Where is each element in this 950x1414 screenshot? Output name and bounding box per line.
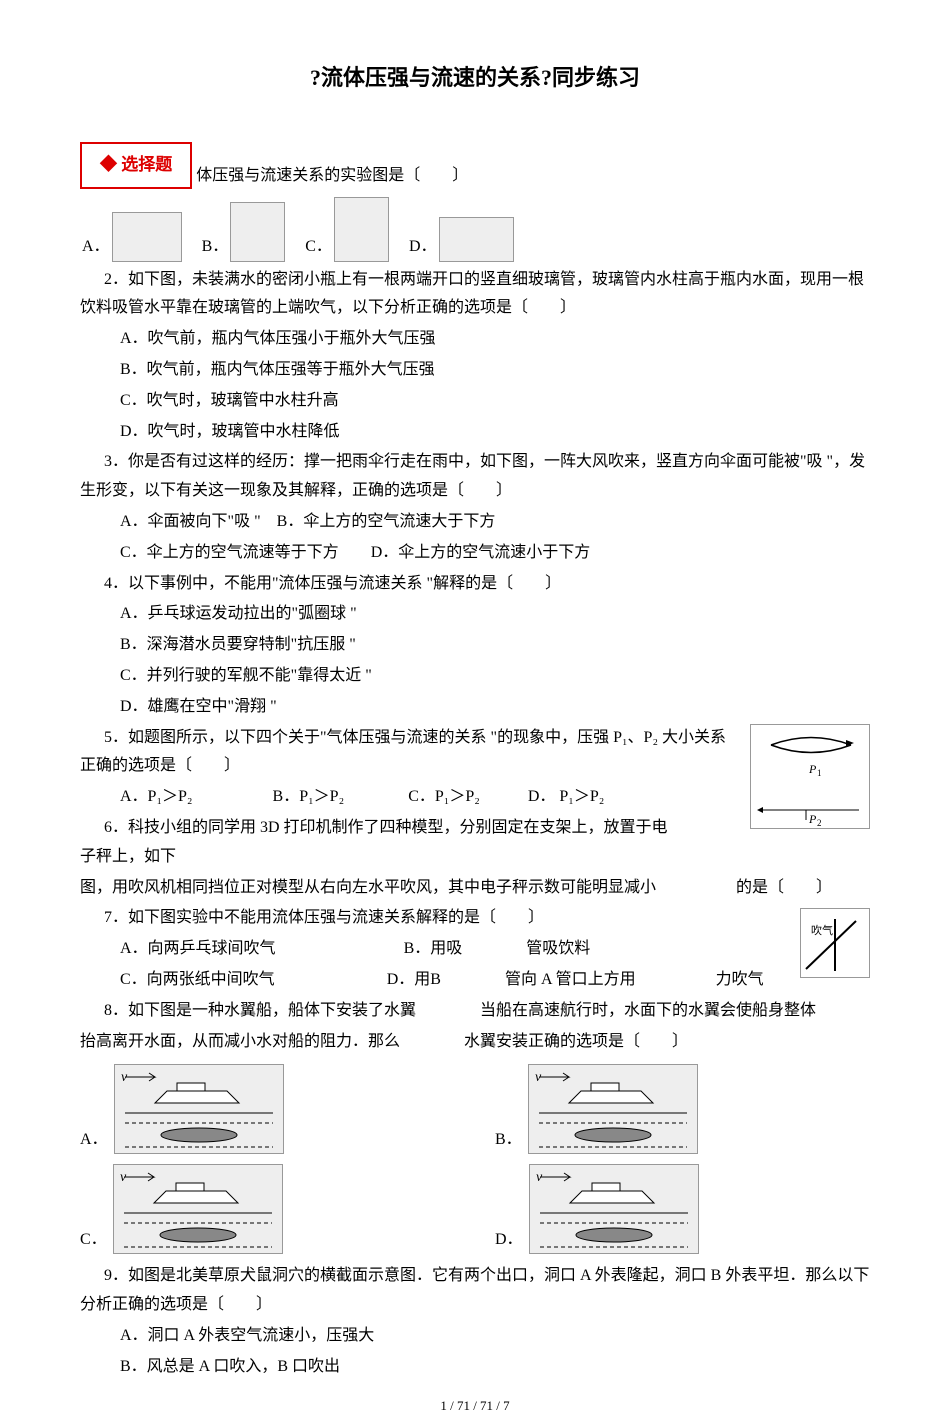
- q9-opt-a: A．洞口 A 外表空气流速小，压强大: [80, 1322, 870, 1351]
- q2-opt-b: B．吹气前，瓶内气体压强等于瓶外大气压强: [80, 356, 870, 385]
- q1-label-b: B．: [202, 233, 229, 262]
- q8-options-grid: A． v B． v C． v D． v: [80, 1064, 870, 1254]
- q3-line2: C．伞上方的空气流速等于下方 D．伞上方的空气流速小于下方: [80, 539, 870, 568]
- q7-b-head: B．用吸: [404, 940, 463, 957]
- q7-d-mid: 管向 A 管口上方用: [505, 971, 636, 988]
- q8-line2: 抬高离开水面，从而减小水对船的阻力．那么 水翼安装正确的选项是〔 〕: [80, 1028, 870, 1057]
- svg-text:P: P: [808, 812, 817, 826]
- q7-opt-c: C．向两张纸中间吹气: [120, 971, 275, 988]
- page-title: ?流体压强与流速的关系?同步练习: [80, 60, 870, 92]
- q5-figure: P1 P2: [750, 724, 870, 829]
- q3-opt-b: B．伞上方的空气流速大于下方: [277, 513, 496, 530]
- q1-label-d: D．: [409, 233, 437, 262]
- q8-cell-a: A． v: [80, 1064, 455, 1154]
- q5-opt-b: B．P₁＞P₂: [273, 788, 345, 805]
- q8-label-a: A．: [80, 1126, 108, 1155]
- q4-opt-c: C．并列行驶的军舰不能"靠得太近 ": [80, 662, 870, 691]
- q1-label-c: C．: [305, 233, 332, 262]
- svg-text:吹气: 吹气: [811, 923, 833, 937]
- svg-text:1: 1: [817, 768, 822, 778]
- q6-part1-tail: 子秤上，如下: [80, 848, 176, 865]
- q1-img-c: [334, 197, 389, 262]
- q6-part2-tail: 的是〔 〕: [736, 879, 832, 896]
- section-tag: ◆ 选择题: [80, 142, 192, 189]
- q7-stem: 7．如下图实验中不能用流体压强与流速关系解释的是〔 〕: [80, 904, 870, 933]
- q6-part2-head: 图，用吹风机相同挡位正对模型从右向左水平吹风，其中电子秤示数可能明显减小: [80, 879, 656, 896]
- q5-opt-a: A．P₁＞P₂: [120, 788, 193, 805]
- q8-label-b: B．: [495, 1126, 522, 1155]
- q3-opt-d: D．伞上方的空气流速小于下方: [371, 544, 591, 561]
- q7-d-tail: 力吹气: [716, 971, 764, 988]
- q1-stem-tail: 体压强与流速关系的实验图是〔 〕: [196, 162, 468, 191]
- q6-part1: 6．科技小组的同学用 3D 打印机制作了四种模型，分别固定在支架上，放置于电: [104, 819, 668, 836]
- content-body: ◆ 选择题 体压强与流速关系的实验图是〔 〕 A． B． C． D． 2．如下图…: [80, 142, 870, 1382]
- q8-part2-tail: 水翼安装正确的选项是〔 〕: [464, 1033, 688, 1050]
- q8-label-d: D．: [495, 1226, 523, 1255]
- q3-line1: A．伞面被向下"吸 " B．伞上方的空气流速大于下方: [80, 508, 870, 537]
- q7-row1: A．向两乒乓球间吹气 B．用吸 管吸饮料: [80, 935, 870, 964]
- q8-cell-d: D． v: [495, 1164, 870, 1254]
- q8-img-b: v: [528, 1064, 698, 1154]
- q6-line2: 图，用吹风机相同挡位正对模型从右向左水平吹风，其中电子秤示数可能明显减小 的是〔…: [80, 874, 870, 903]
- q1-img-a: [112, 212, 182, 262]
- q4-opt-d: D．雄鹰在空中"滑翔 ": [80, 693, 870, 722]
- q7-b-tail: 管吸饮料: [526, 940, 590, 957]
- q1-label-a: A．: [82, 233, 110, 262]
- q9-opt-b: B．风总是 A 口吹入，B 口吹出: [80, 1353, 870, 1382]
- q2-stem: 2．如下图，未装满水的密闭小瓶上有一根两端开口的竖直细玻璃管，玻璃管内水柱高于瓶…: [80, 266, 870, 324]
- q1-img-b: [230, 202, 285, 262]
- q1-img-d: [439, 217, 514, 262]
- q8-label-c: C．: [80, 1226, 107, 1255]
- q4-stem: 4．以下事例中，不能用"流体压强与流速关系 "解释的是〔 〕: [80, 570, 870, 599]
- q2-opt-c: C．吹气时，玻璃管中水柱升高: [80, 387, 870, 416]
- q9-stem: 9．如图是北美草原犬鼠洞穴的横截面示意图．它有两个出口，洞口 A 外表隆起，洞口…: [80, 1262, 870, 1320]
- q8-part2-head: 抬高离开水面，从而减小水对船的阻力．那么: [80, 1033, 400, 1050]
- q4-opt-b: B．深海潜水员要穿特制"抗压服 ": [80, 631, 870, 660]
- q2-opt-a: A．吹气前，瓶内气体压强小于瓶外大气压强: [80, 325, 870, 354]
- q8-cell-c: C． v: [80, 1164, 455, 1254]
- q3-opt-a: A．伞面被向下"吸 ": [120, 513, 261, 530]
- q3-opt-c: C．伞上方的空气流速等于下方: [120, 544, 339, 561]
- q1-options: A． B． C． D．: [80, 197, 870, 262]
- q7-row2: C．向两张纸中间吹气 D．用B 管向 A 管口上方用 力吹气: [80, 966, 870, 995]
- q2-opt-d: D．吹气时，玻璃管中水柱降低: [80, 418, 870, 447]
- svg-text:P: P: [808, 762, 817, 776]
- q8-part1: 8．如下图是一种水翼船，船体下安装了水翼: [104, 1002, 416, 1019]
- q7-d-head: D．用B: [387, 971, 441, 988]
- q7-figure: 吹气: [800, 908, 870, 978]
- q5-opt-c: C．P₁＞P₂: [408, 788, 480, 805]
- q7-opt-a: A．向两乒乓球间吹气: [120, 940, 276, 957]
- svg-text:2: 2: [817, 818, 822, 828]
- q3-stem: 3．你是否有过这样的经历：撑一把雨伞行走在雨中，如下图，一阵大风吹来，竖直方向伞…: [80, 448, 870, 506]
- q8-line1: 8．如下图是一种水翼船，船体下安装了水翼 当船在高速航行时，水面下的水翼会使船身…: [80, 997, 870, 1026]
- q8-part1-tail: 当船在高速航行时，水面下的水翼会使船身整体: [480, 1002, 816, 1019]
- q8-img-d: v: [529, 1164, 699, 1254]
- q8-img-c: v: [113, 1164, 283, 1254]
- page-footer: 1 / 71 / 71 / 7: [80, 1398, 870, 1414]
- q8-cell-b: B． v: [495, 1064, 870, 1154]
- q4-opt-a: A．乒乓球运发动拉出的"弧圈球 ": [80, 600, 870, 629]
- q8-img-a: v: [114, 1064, 284, 1154]
- q5-opt-d: D． P₁＞P₂: [528, 788, 605, 805]
